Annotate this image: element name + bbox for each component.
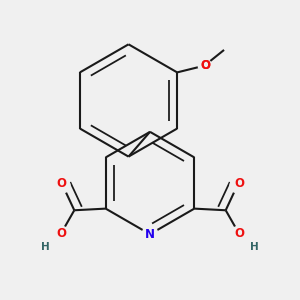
Text: H: H bbox=[250, 242, 259, 252]
Text: O: O bbox=[56, 227, 66, 240]
Circle shape bbox=[198, 59, 212, 72]
Text: N: N bbox=[145, 228, 155, 241]
Text: O: O bbox=[200, 59, 210, 72]
Text: O: O bbox=[200, 59, 210, 72]
Circle shape bbox=[54, 226, 68, 241]
Circle shape bbox=[230, 178, 244, 193]
Circle shape bbox=[142, 226, 158, 242]
Text: O: O bbox=[56, 177, 66, 190]
Circle shape bbox=[56, 178, 70, 193]
Text: O: O bbox=[234, 227, 244, 240]
Circle shape bbox=[232, 226, 246, 241]
Text: H: H bbox=[41, 242, 50, 252]
Text: O: O bbox=[234, 177, 244, 190]
